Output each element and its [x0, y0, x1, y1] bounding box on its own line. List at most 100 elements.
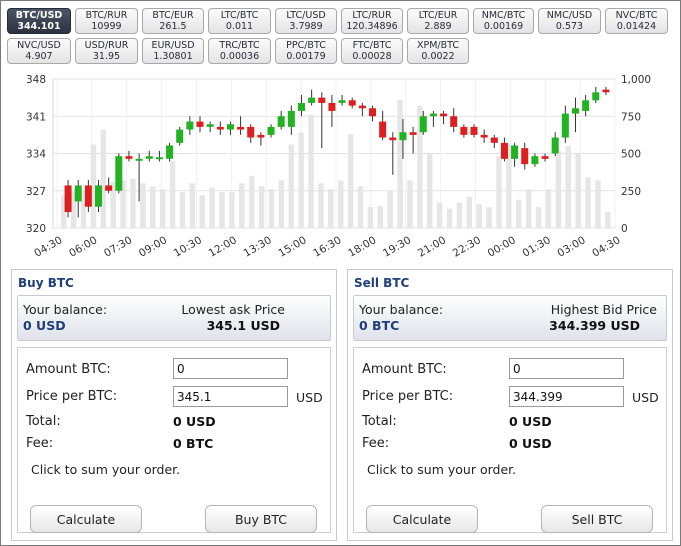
price-chart: 320 327 334 341 348 0 250 500 750 1,000 04:30 06:00… [7, 67, 673, 267]
volume-bar [288, 144, 294, 228]
candle-up [338, 100, 346, 103]
time-tick-label: 21:00 [416, 234, 448, 260]
buy-price-input[interactable] [173, 386, 288, 407]
lowest-ask-value: 345.1 USD [206, 318, 280, 333]
buy-btc-button[interactable]: Buy BTC [205, 505, 317, 533]
candle-down [318, 97, 326, 103]
candle-down [237, 126, 245, 130]
pair-tab-xpm-btc[interactable]: XPM/BTC 0.0022 [407, 38, 469, 64]
candle-up [166, 145, 174, 159]
pair-tab-ltc-eur[interactable]: LTC/EUR 2.889 [407, 8, 469, 34]
pair-price: 0.0022 [421, 51, 455, 62]
buy-amount-input[interactable] [173, 358, 288, 379]
volume-bar [456, 202, 463, 228]
sell-btc-button[interactable]: Sell BTC [541, 505, 653, 533]
buy-price-label: Price per BTC: [26, 389, 118, 404]
volume-bar [555, 150, 562, 228]
pair-tab-trc-btc[interactable]: TRC/BTC 0.00036 [208, 38, 271, 64]
candle-down [389, 137, 397, 141]
pair-tab-ltc-usd[interactable]: LTC/USD 3.7989 [275, 8, 337, 34]
pair-tab-ppc-btc[interactable]: PPC/BTC 0.00179 [275, 38, 337, 64]
volume-bar [595, 180, 601, 228]
pair-name: LTC/USD [286, 10, 326, 21]
pair-tab-btc-eur[interactable]: BTC/EUR 261.5 [142, 8, 204, 34]
time-tick-label: 16:30 [311, 234, 343, 260]
price-tick-label: 334 [26, 149, 46, 161]
buy-balance-label: Your balance: [23, 302, 108, 317]
pair-tab-ltc-btc[interactable]: LTC/BTC 0.011 [208, 8, 271, 34]
time-tick-label: 04:30 [590, 234, 622, 260]
candle-down [521, 148, 529, 165]
candle-up [226, 124, 234, 130]
lowest-ask-label: Lowest ask Price [181, 302, 285, 317]
time-tick-label: 12:00 [207, 234, 239, 260]
candle-up [571, 108, 579, 114]
highest-bid-value: 344.399 USD [549, 318, 640, 333]
pair-name: LTC/BTC [220, 10, 259, 21]
price-tick-label: 348 [26, 74, 46, 86]
pair-price: 120.34896 [346, 21, 398, 32]
volume-bar [387, 190, 393, 228]
candle-down [247, 126, 255, 138]
pair-tab-btc-usd[interactable]: BTC/USD 344.101 [7, 8, 71, 34]
volume-bar [140, 183, 146, 228]
pair-name: BTC/USD [15, 10, 63, 21]
pair-tab-ltc-rur[interactable]: LTC/RUR 120.34896 [341, 8, 403, 34]
pair-tab-nvc-usd[interactable]: NVC/USD 4.907 [7, 38, 71, 64]
sell-price-input[interactable] [509, 386, 624, 407]
candle-up [206, 124, 214, 127]
candle-up [561, 113, 569, 138]
time-tick-label: 10:30 [172, 234, 204, 260]
volume-bar [219, 192, 225, 228]
pair-tab-usd-rur[interactable]: USD/RUR 31.95 [75, 38, 138, 64]
pair-price: 1.30801 [153, 51, 193, 62]
buy-calculate-button[interactable]: Calculate [30, 505, 142, 533]
candle-up [511, 145, 519, 159]
pair-price: 31.95 [92, 51, 121, 62]
volume-bar [446, 208, 453, 228]
volume-bar [258, 186, 265, 228]
volume-bar [516, 199, 522, 228]
candle-up [551, 137, 559, 154]
pair-tab-nmc-btc[interactable]: NMC/BTC 0.00169 [473, 8, 534, 34]
pair-price: 4.907 [25, 51, 53, 62]
buy-balance-value: 0 USD [23, 318, 66, 333]
volume-bar [417, 105, 423, 228]
volume-bar [476, 204, 482, 228]
volume-bar [239, 183, 245, 228]
candle-up [287, 110, 295, 127]
pair-tab-ftc-btc[interactable]: FTC/BTC 0.00028 [341, 38, 403, 64]
volume-bar [70, 192, 77, 228]
pair-tab-nmc-usd[interactable]: NMC/USD 0.573 [538, 8, 601, 34]
candle-up [582, 100, 590, 111]
volume-bar [328, 189, 334, 228]
candle-down [470, 126, 478, 135]
pair-tab-eur-usd[interactable]: EUR/USD 1.30801 [142, 38, 204, 64]
candle-down [348, 100, 356, 106]
time-tick-label: 06:00 [67, 234, 99, 260]
candle-down [84, 185, 92, 207]
candle-up [135, 158, 143, 161]
volume-bar [397, 99, 403, 228]
pair-price: 0.573 [555, 21, 584, 32]
buy-fee-value: 0 BTC [173, 436, 214, 451]
volume-bar [357, 186, 364, 228]
volume-bar [189, 183, 196, 228]
volume-bar [486, 207, 492, 228]
time-tick-label: 22:30 [451, 234, 483, 260]
volume-bar [338, 180, 344, 228]
pair-tab-nvc-btc[interactable]: NVC/BTC 0.01424 [605, 8, 668, 34]
volume-bar [100, 129, 107, 228]
buy-total-label: Total: [26, 414, 61, 429]
sell-panel-title: Sell BTC [354, 276, 410, 290]
volume-bar [377, 205, 384, 228]
volume-tick-label: 250 [621, 186, 641, 198]
candle-down [105, 185, 113, 191]
candle-up [429, 113, 437, 117]
pair-name: PPC/BTC [286, 40, 326, 51]
pair-tab-btc-rur[interactable]: BTC/RUR 10999 [75, 8, 138, 34]
sell-calculate-button[interactable]: Calculate [366, 505, 478, 533]
sell-amount-input[interactable] [509, 358, 624, 379]
highest-bid-label: Highest Bid Price [550, 302, 657, 317]
